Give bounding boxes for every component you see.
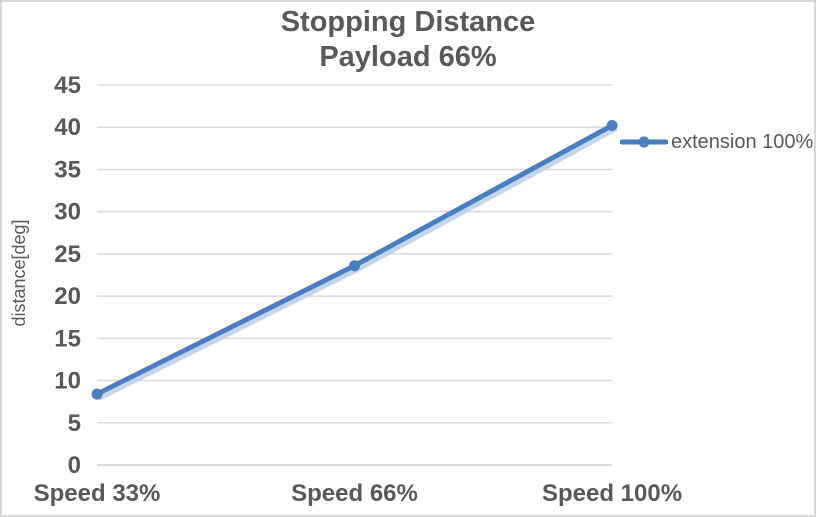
y-tick-label: 25 (54, 241, 81, 268)
chart-title-line1: Stopping Distance (280, 6, 536, 38)
legend-label: extension 100% (671, 130, 814, 153)
y-tick-label: 15 (54, 325, 81, 352)
y-tick-label: 5 (68, 410, 81, 437)
y-tick-label: 40 (54, 114, 81, 141)
y-tick-label: 45 (54, 72, 81, 99)
chart-title: Stopping Distance Payload 66% (2, 5, 814, 75)
y-tick-label: 20 (54, 283, 81, 310)
y-tick-label: 0 (68, 452, 81, 479)
legend-key-icon (620, 136, 668, 148)
x-tick-label: Speed 33% (34, 480, 161, 507)
data-point-marker[interactable] (349, 260, 360, 272)
data-point-marker[interactable] (91, 388, 103, 400)
y-tick-label: 30 (54, 199, 81, 226)
legend[interactable]: extension 100% (620, 129, 813, 155)
chart-title-line2: Payload 66% (319, 41, 497, 73)
data-point-marker[interactable] (606, 120, 618, 132)
series-line[interactable] (94, 123, 615, 397)
y-tick-label: 10 (54, 368, 81, 395)
x-tick-label: Speed 100% (542, 480, 682, 507)
x-tick-label: Speed 66% (291, 480, 418, 507)
y-tick-label: 35 (54, 156, 81, 183)
